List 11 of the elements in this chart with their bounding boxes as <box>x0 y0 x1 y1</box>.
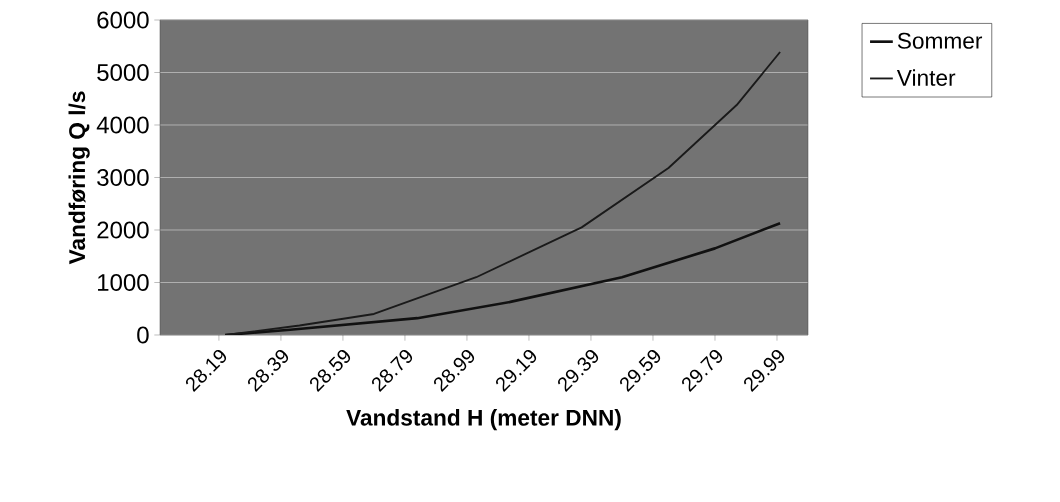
y-tick-label: 3000 <box>97 168 149 186</box>
legend-label: Vinter <box>896 69 956 86</box>
x-axis-title: Vandstand H (meter DNN) <box>346 409 621 431</box>
legend-label: Sommer <box>897 32 983 49</box>
y-axis-title: Vandføring Q l/s <box>68 91 90 265</box>
y-tick-label: 4000 <box>96 116 149 134</box>
y-tick-label: 2000 <box>97 221 149 239</box>
y-tick-label: 5000 <box>97 63 149 81</box>
y-tick-label: 6000 <box>97 11 149 29</box>
y-tick-label: 0 <box>137 326 149 344</box>
y-tick-label: 1000 <box>98 273 149 291</box>
